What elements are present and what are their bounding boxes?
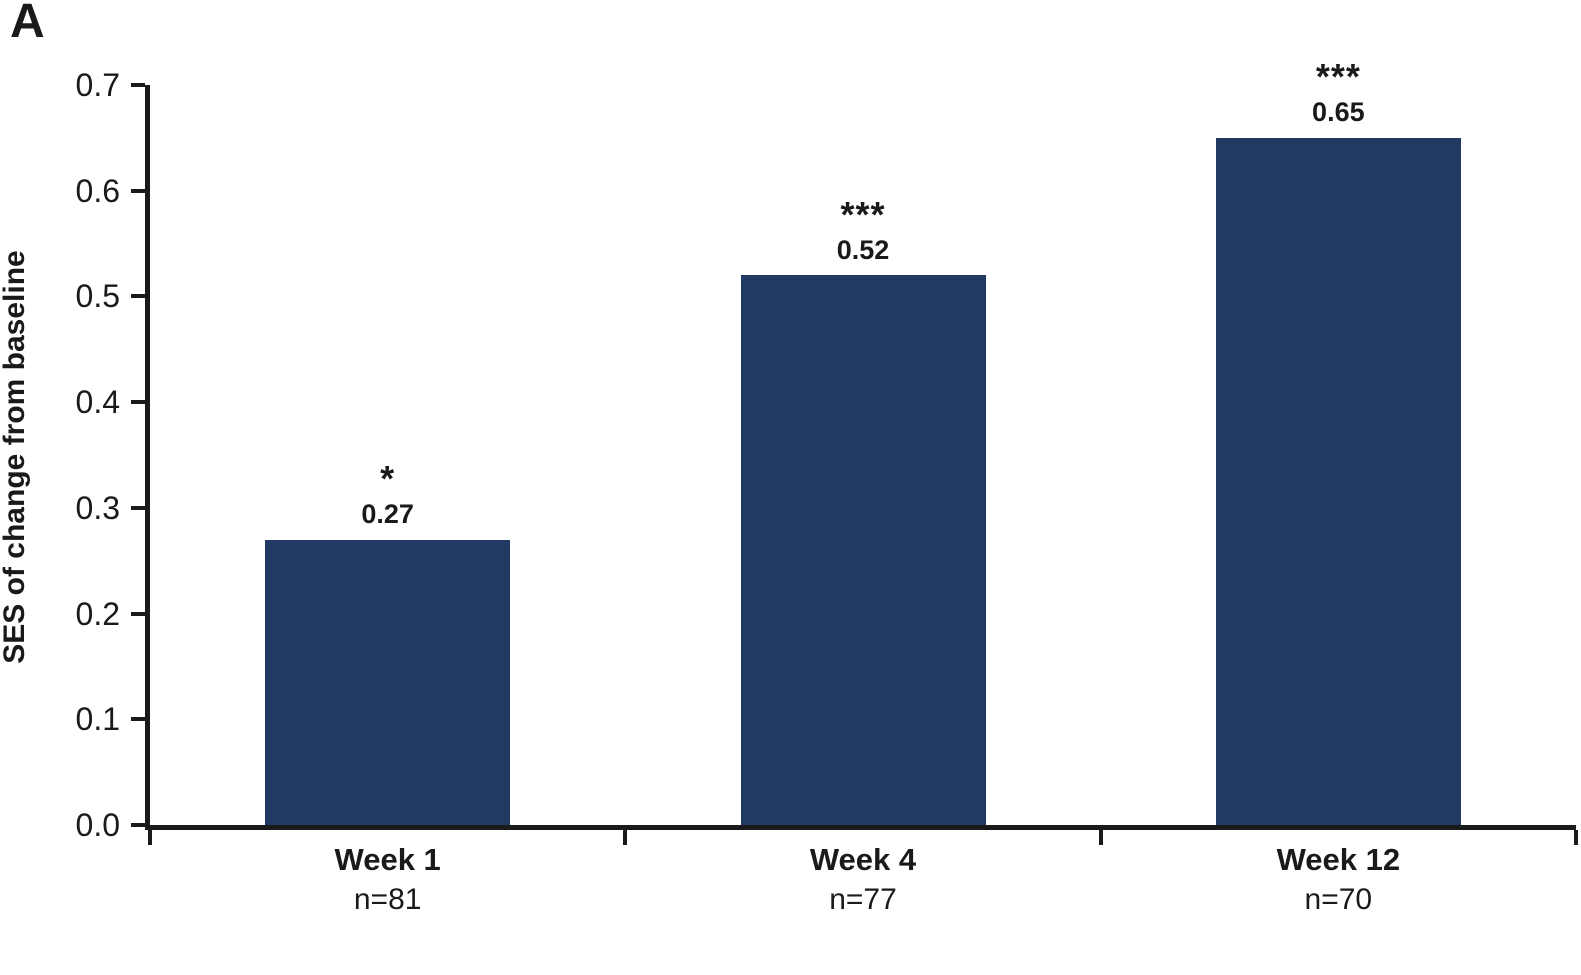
x-axis-tick [623,830,628,845]
significance-stars: *** [1315,56,1361,98]
bar-annotation-week-1: * 0.27 [361,458,414,530]
x-category-label: Week 4 [809,842,917,877]
bar-week-4 [740,275,986,825]
bar-week-1 [265,539,511,825]
y-axis-tick-label: 0.3 [75,489,120,526]
y-axis-tick-label: 0.4 [75,384,120,421]
x-category-week-12: Week 12 n=70 [1277,841,1401,920]
y-axis-tick [131,188,145,193]
y-axis-tick [131,717,145,722]
y-axis-title: SES of change from baseline [0,250,31,664]
y-axis-tick [131,83,145,87]
y-axis-tick-label: 0.6 [75,172,120,209]
x-category-label: Week 12 [1276,842,1401,877]
significance-stars: * [380,458,396,500]
x-category-label: Week 1 [334,842,441,877]
y-axis-tick [131,400,145,405]
x-axis-tick [1098,830,1103,845]
y-axis-tick-label: 0.5 [75,278,120,315]
bar-annotation-week-4: *** 0.52 [836,193,890,266]
y-axis-tick-label: 0.1 [75,701,120,738]
y-axis-tick [131,611,145,616]
bar-annotation-week-12: *** 0.65 [1312,56,1365,128]
plot-area: 0.0 0.1 0.2 0.3 0.4 0.5 0.6 0.7 * 0.27 Week 1 n=81 *… [76,59,1578,916]
x-category-week-1: Week 1 n=81 [335,841,441,920]
x-category-week-4: Week 4 n=77 [810,841,916,920]
y-axis-tick [131,823,145,827]
panel-label: A [10,0,45,48]
y-axis-tick-label: 0.0 [75,807,120,843]
x-axis-tick [1574,830,1578,845]
bar-value-label: 0.27 [361,499,414,530]
bar-value-label: 0.52 [836,234,890,265]
y-axis-tick [131,505,145,510]
bar-week-12 [1215,137,1461,825]
x-category-sample-size: n=77 [829,882,897,916]
bar-value-label: 0.65 [1312,97,1365,128]
y-axis-tick-label: 0.2 [75,595,120,632]
x-category-sample-size: n=70 [1304,882,1373,916]
y-axis-tick [131,294,145,299]
significance-stars: *** [840,193,886,235]
y-axis-tick-label: 0.7 [75,67,120,103]
x-axis-tick [148,830,152,845]
x-category-sample-size: n=81 [353,882,422,916]
